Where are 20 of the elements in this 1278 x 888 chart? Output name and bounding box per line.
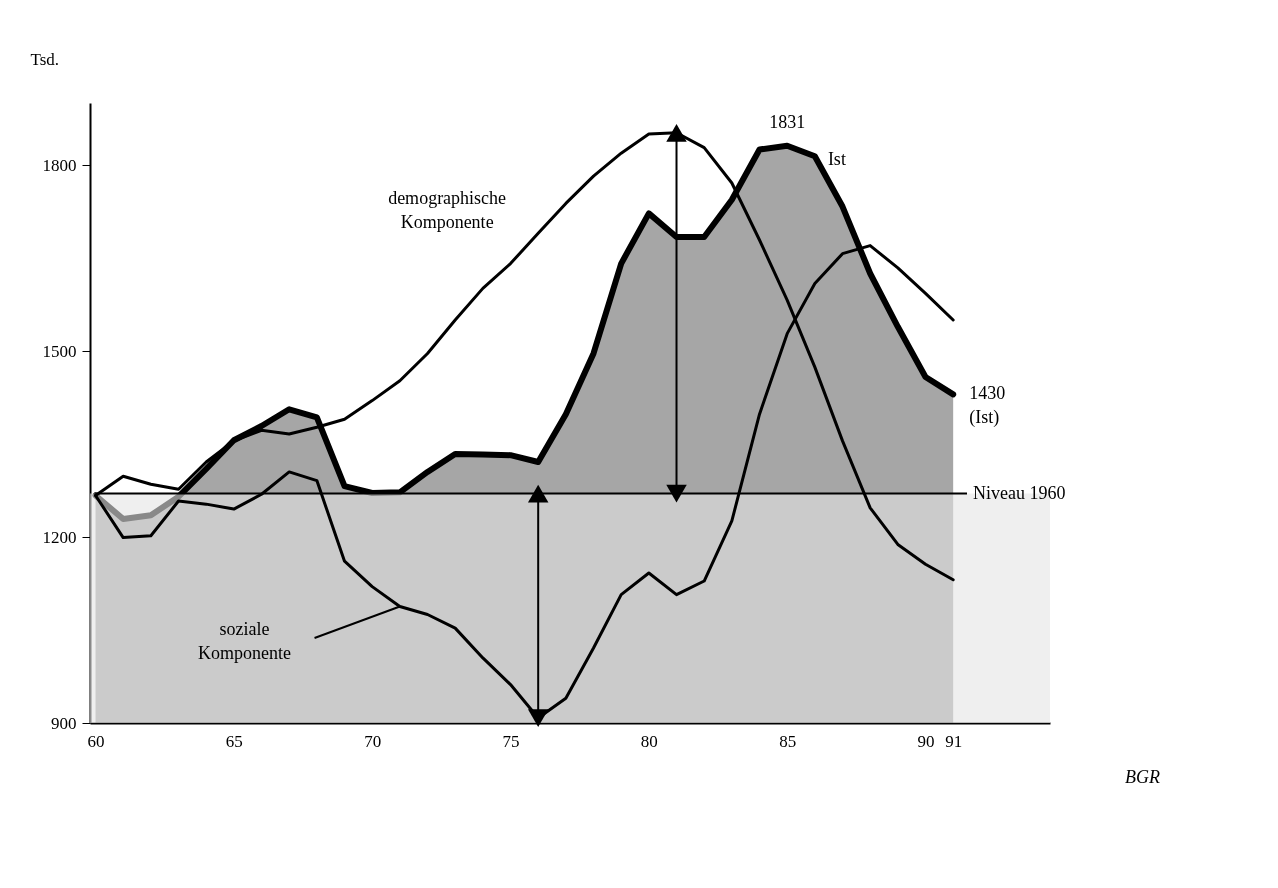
series-label: demographische Komponente	[388, 188, 507, 233]
annotation: 1831	[769, 111, 806, 132]
y-tick-label: 1500	[42, 341, 77, 361]
x-tick-label: 91	[945, 731, 963, 751]
y-tick-label: 900	[51, 713, 77, 733]
x-tick-label: 80	[640, 731, 658, 751]
text: BGR	[1125, 767, 1160, 787]
x-tick-label: 70	[364, 731, 382, 751]
y-axis-title: Tsd.	[30, 49, 60, 69]
x-tick-label: 60	[87, 731, 105, 751]
x-tick-label: 85	[779, 731, 797, 751]
x-tick-label: 90	[917, 731, 935, 751]
y-tick-label: 1800	[42, 155, 77, 175]
series-label: Ist	[827, 149, 846, 170]
ref-line-label: Niveau 1960	[973, 482, 1066, 503]
legend-label: soziale Komponente	[198, 619, 292, 663]
x-tick-label: 65	[225, 731, 243, 751]
y-tick-label: 1200	[42, 527, 77, 547]
annotation: 1430 (Ist)	[969, 383, 1006, 429]
x-tick-label: 75	[502, 731, 520, 751]
